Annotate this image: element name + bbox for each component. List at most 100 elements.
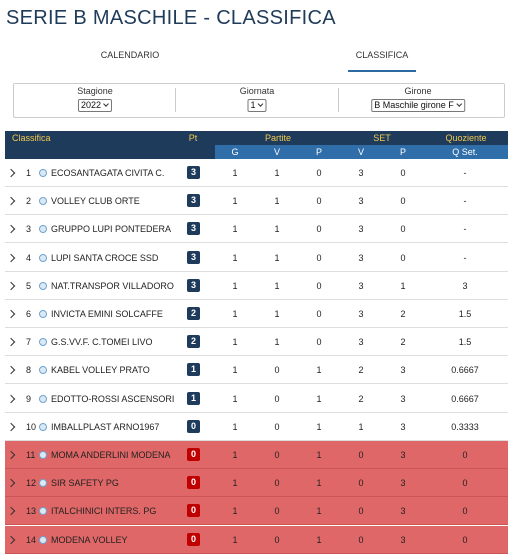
stat-cell: 0.6667 xyxy=(451,365,479,376)
table-row[interactable] xyxy=(5,497,508,526)
table-row[interactable] xyxy=(5,272,508,300)
stat-cell: 0 xyxy=(316,252,322,263)
stat-cell: 0 xyxy=(274,478,280,489)
stat-cell: 1 xyxy=(316,450,322,460)
team-logo xyxy=(39,169,47,177)
stat-cell: 0.6667 xyxy=(451,393,479,404)
table-row[interactable] xyxy=(5,244,508,272)
stat-cell: 3 xyxy=(400,534,406,545)
rank: 14 xyxy=(26,534,37,545)
stat-cell: 1 xyxy=(274,337,280,348)
filter-select[interactable]: 2022 xyxy=(77,99,113,112)
table-row[interactable] xyxy=(5,215,508,244)
stat-cell: 1 xyxy=(274,196,280,207)
points-badge: 0 xyxy=(187,419,200,433)
stat-cell: 3 xyxy=(358,309,364,319)
filter-select[interactable]: 1 xyxy=(247,99,267,112)
rank: 11 xyxy=(26,450,36,460)
table-row[interactable] xyxy=(5,159,508,187)
stat-cell: 1 xyxy=(400,280,406,291)
filter-label: Girone xyxy=(404,86,432,96)
filter-label: Stagione xyxy=(77,86,113,96)
stat-cell: 1 xyxy=(232,365,238,376)
table-row[interactable] xyxy=(5,441,508,469)
stat-cell: 1 xyxy=(232,224,238,235)
stat-cell: 1 xyxy=(316,393,322,404)
team-name: MOMA ANDERLINI MODENA xyxy=(51,450,171,460)
tab[interactable]: CALENDARIO xyxy=(100,50,160,60)
stat-cell: 3 xyxy=(358,224,364,235)
stat-cell: 1 xyxy=(316,421,322,432)
rank: 10 xyxy=(26,421,37,432)
column-group-header: Partite xyxy=(264,133,292,143)
filter-select[interactable]: B Maschile girone F xyxy=(371,99,465,112)
stat-cell: 3 xyxy=(400,365,406,376)
stat-cell: 1 xyxy=(232,280,238,291)
stat-cell: 1 xyxy=(232,309,238,319)
active-tab-indicator xyxy=(348,70,416,72)
team-name: NAT.TRANSPOR VILLADORO xyxy=(51,280,174,291)
stat-cell: 0 xyxy=(400,168,406,178)
stat-cell: 3 xyxy=(400,393,406,404)
stat-cell: 0 xyxy=(358,506,364,517)
table-subheader-band xyxy=(215,145,508,159)
filter-label: Giornata xyxy=(239,86,275,96)
stat-cell: 3 xyxy=(400,421,406,432)
stat-cell: 1 xyxy=(232,478,238,489)
team-name: ECOSANTAGATA CIVITA C. xyxy=(51,168,165,178)
points-badge: 3 xyxy=(187,278,200,292)
stat-cell: 1 xyxy=(316,534,322,545)
page-title: SERIE B MASCHILE - CLASSIFICA xyxy=(6,7,336,29)
column-group-header: SET xyxy=(373,133,391,143)
stat-cell: 0 xyxy=(274,421,280,432)
tab[interactable]: CLASSIFICA xyxy=(355,50,409,60)
rank: 7 xyxy=(26,337,32,348)
team-name: LUPI SANTA CROCE SSD xyxy=(51,252,159,263)
stat-cell: - xyxy=(463,224,467,235)
points-badge: 0 xyxy=(187,504,200,518)
team-name: KABEL VOLLEY PRATO xyxy=(51,365,150,376)
stat-cell: 0 xyxy=(274,534,280,545)
stat-cell: 0 xyxy=(462,478,468,489)
stat-cell: 0 xyxy=(274,365,280,376)
stat-cell: 0 xyxy=(316,196,322,207)
stat-cell: 1 xyxy=(232,168,238,178)
team-name: ITALCHINICI INTERS. PG xyxy=(51,506,157,517)
column-header: V xyxy=(273,147,281,157)
stat-cell: 0 xyxy=(358,534,364,545)
table-row[interactable] xyxy=(5,356,508,385)
table-row[interactable] xyxy=(5,413,508,441)
column-header: P xyxy=(315,147,323,157)
stat-cell: 0 xyxy=(316,309,322,319)
stat-cell: 0 xyxy=(462,534,468,545)
stat-cell: 3 xyxy=(400,478,406,489)
stat-cell: - xyxy=(463,168,467,178)
rank: 4 xyxy=(26,252,32,263)
stat-cell: - xyxy=(463,196,467,207)
table-row[interactable] xyxy=(5,385,508,413)
stat-cell: 0 xyxy=(400,196,406,207)
column-group-header: Classifica xyxy=(12,133,51,143)
points-badge: 2 xyxy=(187,335,200,349)
stat-cell: 1 xyxy=(232,534,238,545)
stat-cell: 3 xyxy=(358,196,364,207)
stat-cell: 2 xyxy=(358,365,364,376)
table-row[interactable] xyxy=(5,525,508,554)
team-logo xyxy=(39,225,47,234)
stat-cell: 0 xyxy=(462,506,468,517)
table-row[interactable] xyxy=(5,328,508,357)
stat-cell: 3 xyxy=(400,506,406,517)
team-name: GRUPPO LUPI PONTEDERA xyxy=(51,224,172,235)
stat-cell: 1 xyxy=(316,365,322,376)
stat-cell: 0.3333 xyxy=(451,421,479,432)
table-row[interactable] xyxy=(5,469,508,498)
points-badge: 0 xyxy=(187,532,200,546)
team-name: IMBALLPLAST ARNO1967 xyxy=(51,421,160,432)
table-row[interactable] xyxy=(5,187,508,216)
stat-cell: 0 xyxy=(358,478,364,489)
stat-cell: 1 xyxy=(274,168,280,178)
column-header: G xyxy=(231,147,239,157)
column-header: Q Set. xyxy=(452,147,478,157)
table-row[interactable] xyxy=(5,300,508,328)
